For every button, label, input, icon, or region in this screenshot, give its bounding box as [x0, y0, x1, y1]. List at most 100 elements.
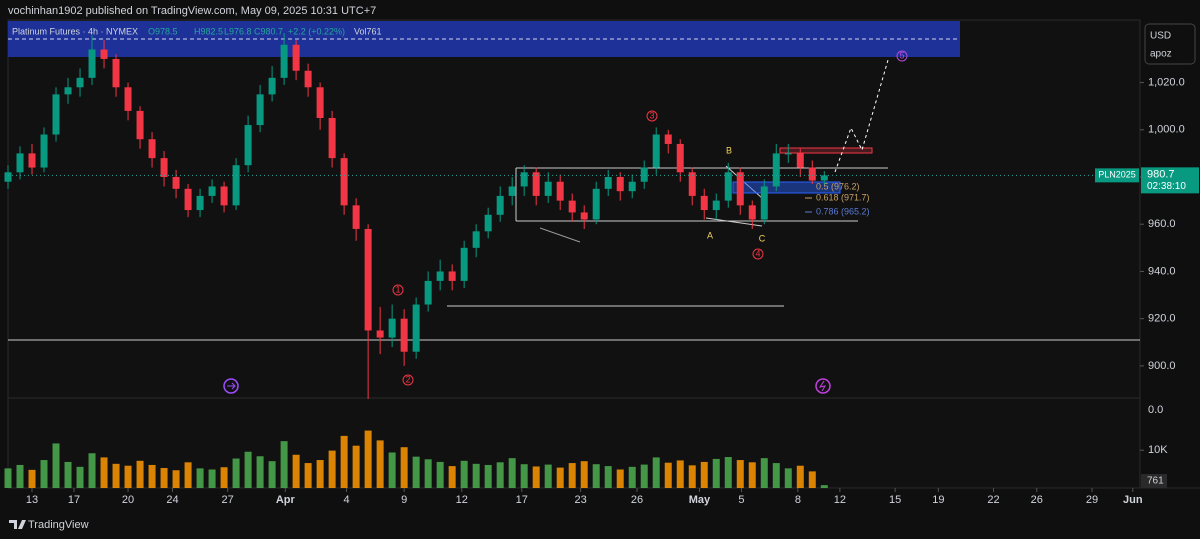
volume-bar	[760, 458, 768, 488]
volume-bar	[400, 447, 408, 488]
candle-body	[508, 186, 516, 196]
candle-body	[4, 172, 12, 182]
y-tick-label: 920.0	[1148, 313, 1176, 325]
legend-symbol: Platinum Futures · 4h · NYMEX	[12, 26, 138, 36]
candle-body	[712, 200, 720, 211]
countdown: 02:38:10	[1147, 181, 1186, 192]
volume-bar	[388, 452, 396, 488]
legend-close: C980.7	[254, 26, 283, 36]
brand-name: TradingView	[28, 519, 89, 531]
y-tick-label: 900.0	[1148, 360, 1176, 372]
volume-bar	[88, 453, 96, 488]
wave-circle	[392, 284, 404, 296]
candle-body	[664, 134, 672, 144]
candle-body	[700, 195, 708, 211]
candle-body	[556, 181, 564, 201]
volume-bar	[148, 464, 156, 488]
candle-body	[136, 110, 144, 140]
volume-bar	[448, 466, 456, 488]
candle-body	[304, 70, 312, 88]
last-volume-label: 761	[1147, 476, 1164, 487]
candle-body	[76, 77, 84, 88]
brand-logo	[9, 520, 26, 529]
candle-body	[196, 195, 204, 211]
volume-bar	[76, 466, 84, 488]
x-tick-label: 15	[889, 494, 901, 506]
volume-bar	[220, 467, 228, 488]
candle-body	[484, 214, 492, 232]
volume-bar	[496, 462, 504, 488]
candle-body	[268, 77, 276, 95]
volume-bar	[556, 467, 564, 488]
candle-body	[784, 153, 792, 155]
wave-label: 3	[649, 110, 654, 120]
volume-bar	[592, 464, 600, 488]
volume-bar	[676, 460, 684, 488]
volume-bar	[520, 464, 528, 488]
volume-bar	[40, 460, 48, 488]
volume-bar	[508, 458, 516, 488]
volume-bar	[424, 459, 432, 488]
volume-bar	[268, 461, 276, 488]
volume-bar	[640, 464, 648, 488]
legend-high: H982.5	[194, 26, 223, 36]
last-price-label: 980.7	[1147, 168, 1175, 180]
candle-body	[220, 186, 228, 206]
volume-bar	[232, 458, 240, 488]
volume-bar	[364, 430, 372, 488]
legend-volume: Vol761	[354, 26, 382, 36]
candle-body	[172, 177, 180, 189]
candle-body	[28, 153, 36, 168]
currency-button[interactable]	[1144, 23, 1196, 65]
volume-bar	[724, 457, 732, 488]
event-icon[interactable]	[815, 378, 831, 394]
resistance-box	[779, 147, 873, 154]
volume-bar	[700, 461, 708, 488]
volume-bar	[472, 463, 480, 488]
x-tick-label: 24	[166, 494, 178, 506]
abc-label: A	[707, 230, 713, 240]
wave-circle	[896, 50, 908, 62]
candle-body	[292, 44, 300, 71]
candle-body	[424, 280, 432, 305]
last-price-bg	[1141, 167, 1199, 194]
candle-body	[676, 143, 684, 173]
pane-label: 0.0	[1148, 404, 1163, 416]
candle-body	[52, 94, 60, 135]
volume-bar	[4, 468, 12, 488]
candle-body	[40, 134, 48, 168]
wave-circle	[646, 110, 658, 122]
candle-body	[232, 165, 240, 206]
abc-label: C	[759, 233, 766, 243]
volume-bar	[736, 460, 744, 488]
candle-body	[760, 186, 768, 220]
volume-bar	[484, 464, 492, 488]
candle-body	[280, 44, 288, 78]
x-tick-label: 19	[932, 494, 944, 506]
candle-body	[604, 177, 612, 189]
volume-bar	[568, 463, 576, 488]
drawings	[8, 50, 1140, 394]
wave-circle	[402, 374, 414, 386]
wave-circle	[752, 248, 764, 260]
volume-bar	[664, 462, 672, 488]
volume-bar	[796, 465, 804, 488]
x-tick-label: 26	[631, 494, 643, 506]
candle-body	[148, 139, 156, 159]
x-tick-label: 23	[574, 494, 586, 506]
volume-bar	[280, 441, 288, 488]
x-tick-label: 27	[222, 494, 234, 506]
v-tick-label: 10K	[1148, 444, 1168, 456]
candle-body	[520, 172, 528, 187]
wave-label: 2	[405, 374, 410, 384]
volume-bar	[772, 463, 780, 488]
ticker-tag: PLN2025	[1098, 170, 1136, 180]
volume-bar	[160, 467, 168, 488]
x-tick-label: May	[689, 494, 711, 506]
event-icon[interactable]	[223, 378, 239, 394]
published-line: vochinhan1902 published on TradingView.c…	[8, 5, 376, 17]
x-tick-label: 17	[68, 494, 80, 506]
